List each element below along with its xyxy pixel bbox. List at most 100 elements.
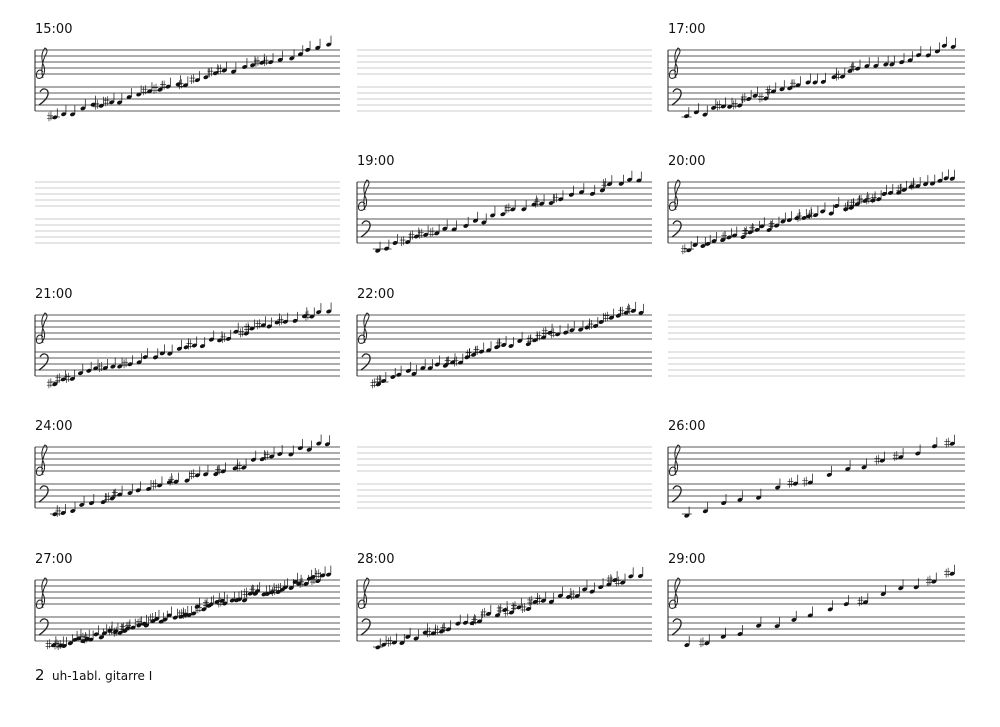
note xyxy=(746,96,752,101)
sharp xyxy=(802,476,809,487)
sharp xyxy=(807,209,814,220)
note xyxy=(502,607,508,612)
note xyxy=(217,338,223,343)
sharp xyxy=(168,475,175,486)
system: 28:00 xyxy=(356,552,652,650)
note xyxy=(98,635,104,640)
system: 15:00 xyxy=(34,22,340,122)
note xyxy=(162,617,168,622)
note xyxy=(375,248,381,253)
note xyxy=(737,103,743,108)
note xyxy=(183,83,189,88)
page-title: uh-1abl. gitarre I xyxy=(52,669,152,683)
note xyxy=(813,213,819,218)
sharp xyxy=(141,85,148,96)
note xyxy=(584,325,590,330)
system xyxy=(35,181,340,244)
treble-clef xyxy=(358,312,370,344)
note xyxy=(517,338,523,343)
note xyxy=(831,75,837,80)
sharp xyxy=(107,625,114,636)
note xyxy=(873,63,879,68)
note xyxy=(628,574,634,579)
note xyxy=(606,582,612,587)
note xyxy=(637,574,644,578)
note xyxy=(157,87,163,92)
sharp xyxy=(270,585,277,596)
note xyxy=(845,466,851,471)
note xyxy=(929,181,936,186)
note xyxy=(801,216,807,220)
note xyxy=(931,579,937,584)
note xyxy=(847,68,853,73)
note xyxy=(277,57,283,62)
note xyxy=(60,377,66,382)
note xyxy=(61,112,67,117)
note xyxy=(69,376,75,381)
note xyxy=(147,89,153,94)
note xyxy=(599,188,605,193)
note xyxy=(540,598,546,603)
note xyxy=(442,226,448,231)
note xyxy=(381,642,387,647)
bass-clef xyxy=(671,618,682,636)
note xyxy=(579,190,585,195)
note xyxy=(934,49,940,54)
bass-clef xyxy=(38,618,49,636)
note xyxy=(136,92,142,97)
note xyxy=(455,621,461,626)
note xyxy=(274,320,280,325)
note xyxy=(231,69,237,74)
note xyxy=(315,45,321,50)
sharp xyxy=(55,506,62,517)
note xyxy=(774,624,780,629)
note xyxy=(820,79,826,84)
sharp xyxy=(768,219,775,230)
treble-clef xyxy=(669,179,681,211)
note xyxy=(423,232,429,237)
note xyxy=(324,442,330,447)
note xyxy=(77,371,84,376)
note xyxy=(405,634,411,639)
note xyxy=(451,227,457,232)
note xyxy=(899,60,905,65)
sharp xyxy=(274,583,281,594)
note xyxy=(158,619,164,624)
note xyxy=(194,78,200,83)
time-label: 22:00 xyxy=(357,287,394,302)
note xyxy=(598,319,604,324)
sharp xyxy=(526,334,533,345)
sharp xyxy=(892,451,899,462)
sharp xyxy=(440,623,447,634)
note xyxy=(568,192,574,197)
note xyxy=(889,62,895,67)
note xyxy=(495,613,501,618)
note xyxy=(259,60,265,65)
note xyxy=(862,600,869,605)
sharp xyxy=(104,492,111,503)
note xyxy=(949,441,955,446)
note xyxy=(297,446,303,451)
note xyxy=(260,323,266,328)
note xyxy=(478,349,484,354)
sharp xyxy=(119,622,126,633)
note xyxy=(214,599,220,604)
note xyxy=(420,366,426,371)
sharp xyxy=(625,304,632,315)
sharp xyxy=(614,576,621,587)
note xyxy=(399,641,405,645)
sharp xyxy=(417,228,424,239)
note xyxy=(615,313,621,318)
note xyxy=(774,223,780,228)
note xyxy=(220,469,226,474)
note xyxy=(288,452,294,457)
system: 24:00 xyxy=(34,419,340,517)
note xyxy=(950,44,956,49)
system xyxy=(357,49,652,112)
note xyxy=(242,64,248,69)
sharp xyxy=(857,596,864,607)
system xyxy=(357,446,652,509)
note xyxy=(532,338,538,343)
note xyxy=(292,579,298,584)
